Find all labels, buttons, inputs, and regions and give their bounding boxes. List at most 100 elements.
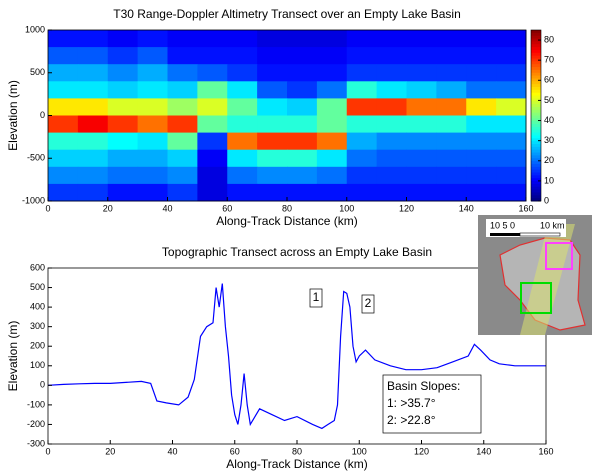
heat-cell: [137, 115, 168, 134]
heat-cell: [257, 64, 288, 82]
heat-cell: [227, 30, 258, 48]
heat-cell: [77, 149, 109, 168]
heat-cell: [496, 166, 527, 185]
heat-cell: [227, 183, 258, 202]
heat-cell: [197, 81, 228, 99]
colorbar-segment: [531, 198, 541, 202]
heat-cell: [376, 30, 407, 48]
x-tick-label: 160: [518, 203, 533, 213]
y-tick-label: 600: [30, 262, 45, 272]
heat-cell: [287, 166, 318, 185]
magenta-box: [545, 242, 573, 270]
colorbar-segment: [531, 163, 541, 168]
heat-cell: [287, 149, 318, 168]
heat-cell: [406, 115, 437, 134]
heat-cell: [48, 98, 79, 116]
colorbar-segment: [531, 78, 541, 82]
colorbar-segment: [531, 49, 541, 54]
y-tick-label: 0: [40, 110, 45, 120]
heat-cell: [287, 98, 318, 116]
heat-cell: [376, 132, 407, 151]
x-tick-label: 100: [352, 446, 367, 456]
x-tick-label: 20: [105, 446, 115, 456]
heat-cell: [346, 98, 378, 116]
data-line: [47, 283, 546, 430]
x-tick-label: 40: [162, 203, 172, 213]
colorbar-segment: [531, 81, 541, 85]
heat-cell: [466, 64, 497, 82]
heat-cell: [436, 98, 467, 116]
heat-cell: [48, 81, 79, 99]
heat-cell: [406, 183, 437, 202]
y-tick-label: 500: [30, 282, 45, 292]
heat-cell: [376, 98, 407, 116]
y-tick-label: 1000: [25, 24, 45, 34]
heat-cell: [107, 183, 139, 202]
colorbar-segment: [531, 38, 541, 42]
scale-bg: [486, 219, 566, 237]
colorbar-segment: [531, 104, 541, 108]
heat-cell: [376, 115, 407, 134]
heat-cell: [287, 115, 318, 134]
heat-cell: [77, 183, 109, 202]
colorbar-segment: [531, 109, 541, 114]
heat-cell: [406, 47, 437, 65]
heat-cell: [436, 166, 467, 185]
heat-cell: [167, 149, 198, 168]
heat-cell: [406, 64, 437, 82]
heat-cell: [227, 47, 258, 65]
heat-cell: [496, 47, 527, 65]
colorbar-segment: [531, 149, 541, 154]
heat-cell: [436, 183, 467, 202]
scale-bar: [519, 232, 561, 237]
heat-cell: [107, 115, 139, 134]
colorbar-segment: [531, 98, 541, 102]
heat-cell: [406, 132, 437, 151]
inset-map: 10 5 0 10 km: [478, 215, 592, 335]
heat-cell: [77, 81, 109, 99]
heat-cell: [406, 149, 437, 168]
scale-label: 10 km: [540, 220, 565, 230]
y-tick-label: 500: [30, 67, 45, 77]
heat-cell: [436, 47, 467, 65]
heat-cell: [197, 30, 228, 48]
colorbar-tick-label: 70: [544, 55, 554, 65]
colorbar-segment: [531, 118, 541, 122]
colorbar-tick-label: 40: [544, 115, 554, 125]
colorbar-segment: [531, 135, 541, 139]
heat-cell: [137, 166, 168, 185]
colorbar-segment: [531, 144, 541, 148]
y-tick-label: -300: [27, 438, 45, 448]
x-tick-label: 140: [459, 203, 474, 213]
heat-cell: [48, 132, 79, 151]
heat-cell: [48, 149, 79, 168]
heat-cell: [197, 115, 228, 134]
colorbar-segment: [531, 175, 541, 179]
heat-cell: [137, 132, 168, 151]
heat-cell: [257, 47, 288, 65]
heat-cell: [137, 98, 168, 116]
colorbar-tick-label: 80: [544, 34, 554, 44]
green-box: [520, 282, 552, 314]
heat-cell: [197, 47, 228, 65]
colorbar-segment: [531, 112, 541, 116]
heat-cell: [227, 64, 258, 82]
heat-cell: [346, 183, 378, 202]
heat-cell: [197, 166, 228, 185]
annotation: 2: [365, 296, 372, 310]
colorbar-segment: [531, 69, 541, 74]
heat-cell: [167, 81, 198, 99]
colorbar-segment: [531, 195, 541, 199]
colorbar-segment: [531, 138, 541, 142]
heat-cell: [466, 81, 497, 99]
colorbar-frame: [530, 29, 542, 202]
heat-cell: [48, 47, 79, 65]
heat-cell: [167, 132, 198, 151]
heat-cell: [316, 149, 348, 168]
heat-cell: [77, 166, 109, 185]
heat-cell: [48, 64, 79, 82]
heat-cell: [107, 64, 139, 82]
colorbar-segment: [531, 132, 541, 136]
colorbar-segment: [531, 89, 541, 94]
slopes-box: [382, 374, 482, 434]
